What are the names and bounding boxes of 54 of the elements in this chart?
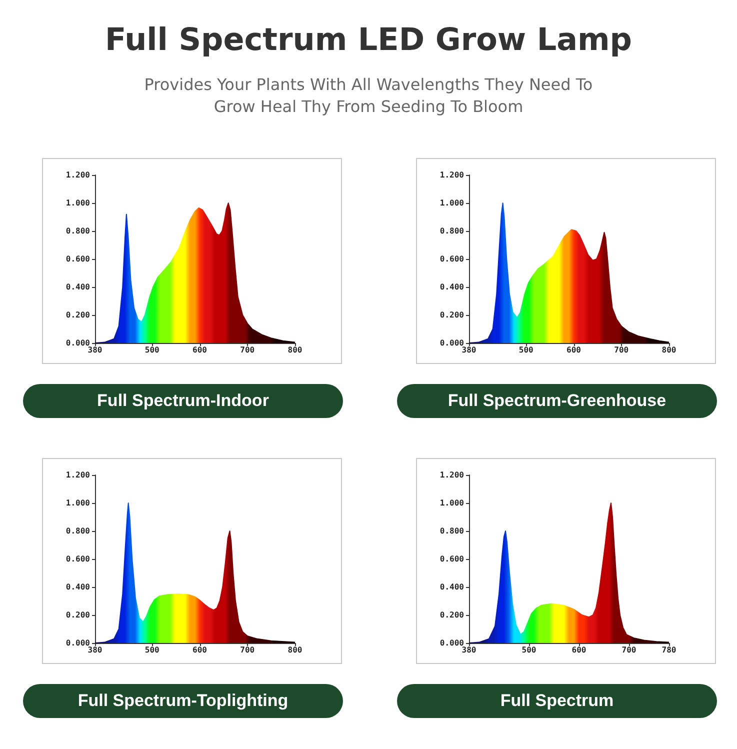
text: Full Spectrum-Greenhouse — [397, 384, 717, 418]
y-tick-label: 0.200 — [440, 310, 464, 320]
y-tick-label: 0.400 — [440, 282, 464, 292]
y-tick-label: 1.200 — [440, 170, 464, 180]
y-tick-label: 0.200 — [66, 310, 90, 320]
text: Full Spectrum — [397, 684, 717, 718]
x-tick-label: 800 — [662, 346, 676, 354]
y-tick-label: 0.000 — [440, 638, 464, 648]
y-tick-label: 0.400 — [440, 582, 464, 592]
x-tick-label: 600 — [192, 646, 208, 654]
x-tick-label: 700 — [622, 646, 636, 654]
x-tick-label: 600 — [192, 346, 208, 354]
x-tick-label: 600 — [566, 346, 582, 354]
x-tick-label: 380 — [462, 646, 476, 654]
y-tick-label: 0.000 — [440, 338, 464, 348]
x-tick-label: 780 — [662, 646, 676, 654]
y-tick-label: 1.000 — [440, 498, 464, 508]
y-tick-label: 1.000 — [66, 498, 90, 508]
x-tick-label: 500 — [144, 346, 160, 354]
text: Provides Your Plants With All Wavelengths They Need To Grow Heal Thy From Seeding To Bloom — [143, 74, 594, 118]
x-tick-label: 700 — [240, 646, 255, 654]
y-tick-label: 0.800 — [440, 526, 464, 536]
x-tick-label: 800 — [288, 646, 302, 654]
x-tick-label: 380 — [462, 346, 476, 354]
text: Full Spectrum LED Grow Lamp — [104, 22, 633, 58]
y-tick-label: 0.600 — [440, 554, 464, 564]
y-tick-label: 1.200 — [440, 470, 464, 480]
y-tick-label: 0.800 — [66, 526, 90, 536]
y-tick-label: 0.200 — [66, 610, 90, 620]
y-tick-label: 0.800 — [440, 226, 464, 236]
y-tick-label: 0.600 — [66, 554, 90, 564]
y-tick-label: 0.000 — [66, 338, 90, 348]
x-tick-label: 700 — [240, 346, 255, 354]
y-tick-label: 1.200 — [66, 170, 90, 180]
y-tick-label: 0.400 — [66, 582, 90, 592]
x-tick-label: 380 — [88, 646, 102, 654]
y-tick-label: 0.600 — [66, 254, 90, 264]
x-tick-label: 700 — [614, 346, 629, 354]
y-tick-label: 1.200 — [66, 470, 90, 480]
y-tick-label: 1.000 — [440, 198, 464, 208]
text: Full Spectrum-Toplighting — [23, 684, 343, 718]
x-tick-label: 600 — [572, 646, 586, 654]
x-tick-label: 500 — [518, 346, 534, 354]
y-tick-label: 0.800 — [66, 226, 90, 236]
text: Full Spectrum-Indoor — [23, 384, 343, 418]
x-tick-label: 500 — [144, 646, 160, 654]
x-tick-label: 380 — [88, 346, 102, 354]
y-tick-label: 0.000 — [66, 638, 90, 648]
y-tick-label: 0.200 — [440, 610, 464, 620]
y-tick-label: 1.000 — [66, 198, 90, 208]
x-tick-label: 800 — [288, 346, 302, 354]
y-tick-label: 0.400 — [66, 282, 90, 292]
x-tick-label: 500 — [522, 646, 536, 654]
y-tick-label: 0.600 — [440, 254, 464, 264]
